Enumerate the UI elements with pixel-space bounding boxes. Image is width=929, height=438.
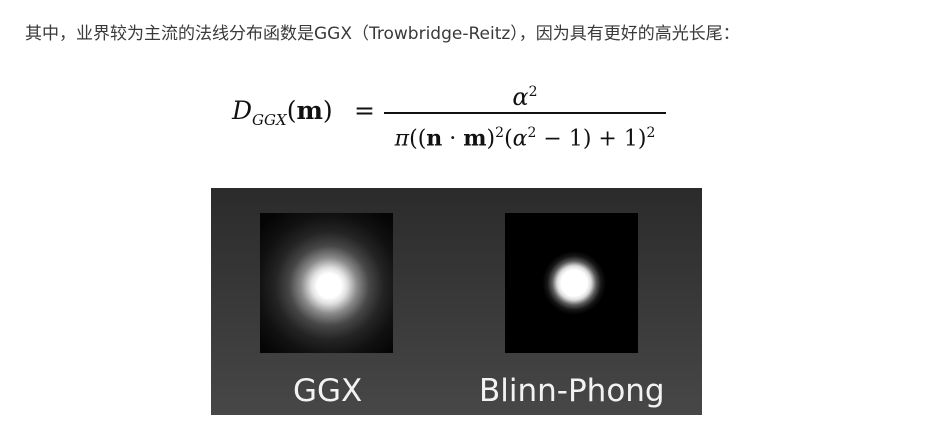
den-pi: π xyxy=(394,126,410,152)
highlight-comparison-image: GGX Blinn-Phong xyxy=(211,188,702,415)
numerator-exponent: 2 xyxy=(528,84,538,100)
formula-d-subscript: GGX xyxy=(252,111,287,129)
formula-lhs-open: ( xyxy=(286,96,297,125)
den-part3: ( xyxy=(504,126,513,152)
den-exp1: 2 xyxy=(495,125,505,141)
numerator-alpha: α xyxy=(512,83,529,111)
formula-equals: = xyxy=(354,96,375,125)
ggx-formula: DGGX(m) = α2 π((n · m)2(α2 − 1) + 1)2 xyxy=(232,76,672,156)
formula-d-symbol: D xyxy=(232,96,253,125)
den-exp2: 2 xyxy=(527,125,537,141)
formula-lhs-close: ) xyxy=(322,96,333,125)
blinn-phong-highlight-render xyxy=(505,213,638,353)
formula-numerator: α2 xyxy=(384,78,666,111)
den-part4: − 1) + 1) xyxy=(536,126,647,152)
intro-paragraph: 其中，业界较为主流的法线分布函数是GGX（Trowbridge-Reitz），因… xyxy=(25,24,740,44)
den-dot: · xyxy=(442,126,464,152)
formula-fraction: α2 π((n · m)2(α2 − 1) + 1)2 xyxy=(384,76,666,156)
ggx-caption: GGX xyxy=(293,373,363,409)
den-m: m xyxy=(463,125,487,152)
formula-lhs-m: m xyxy=(296,96,323,125)
den-part2: ) xyxy=(486,126,496,152)
den-exp3: 2 xyxy=(646,125,656,141)
formula-denominator: π((n · m)2(α2 − 1) + 1)2 xyxy=(384,118,666,154)
den-n: n xyxy=(426,125,443,152)
ggx-highlight-render xyxy=(260,213,393,353)
fraction-bar xyxy=(384,112,666,114)
den-alpha: α xyxy=(512,126,528,152)
blinn-phong-caption: Blinn-Phong xyxy=(479,373,665,409)
den-part1: (( xyxy=(409,126,427,152)
formula-lhs: DGGX(m) xyxy=(232,96,333,129)
